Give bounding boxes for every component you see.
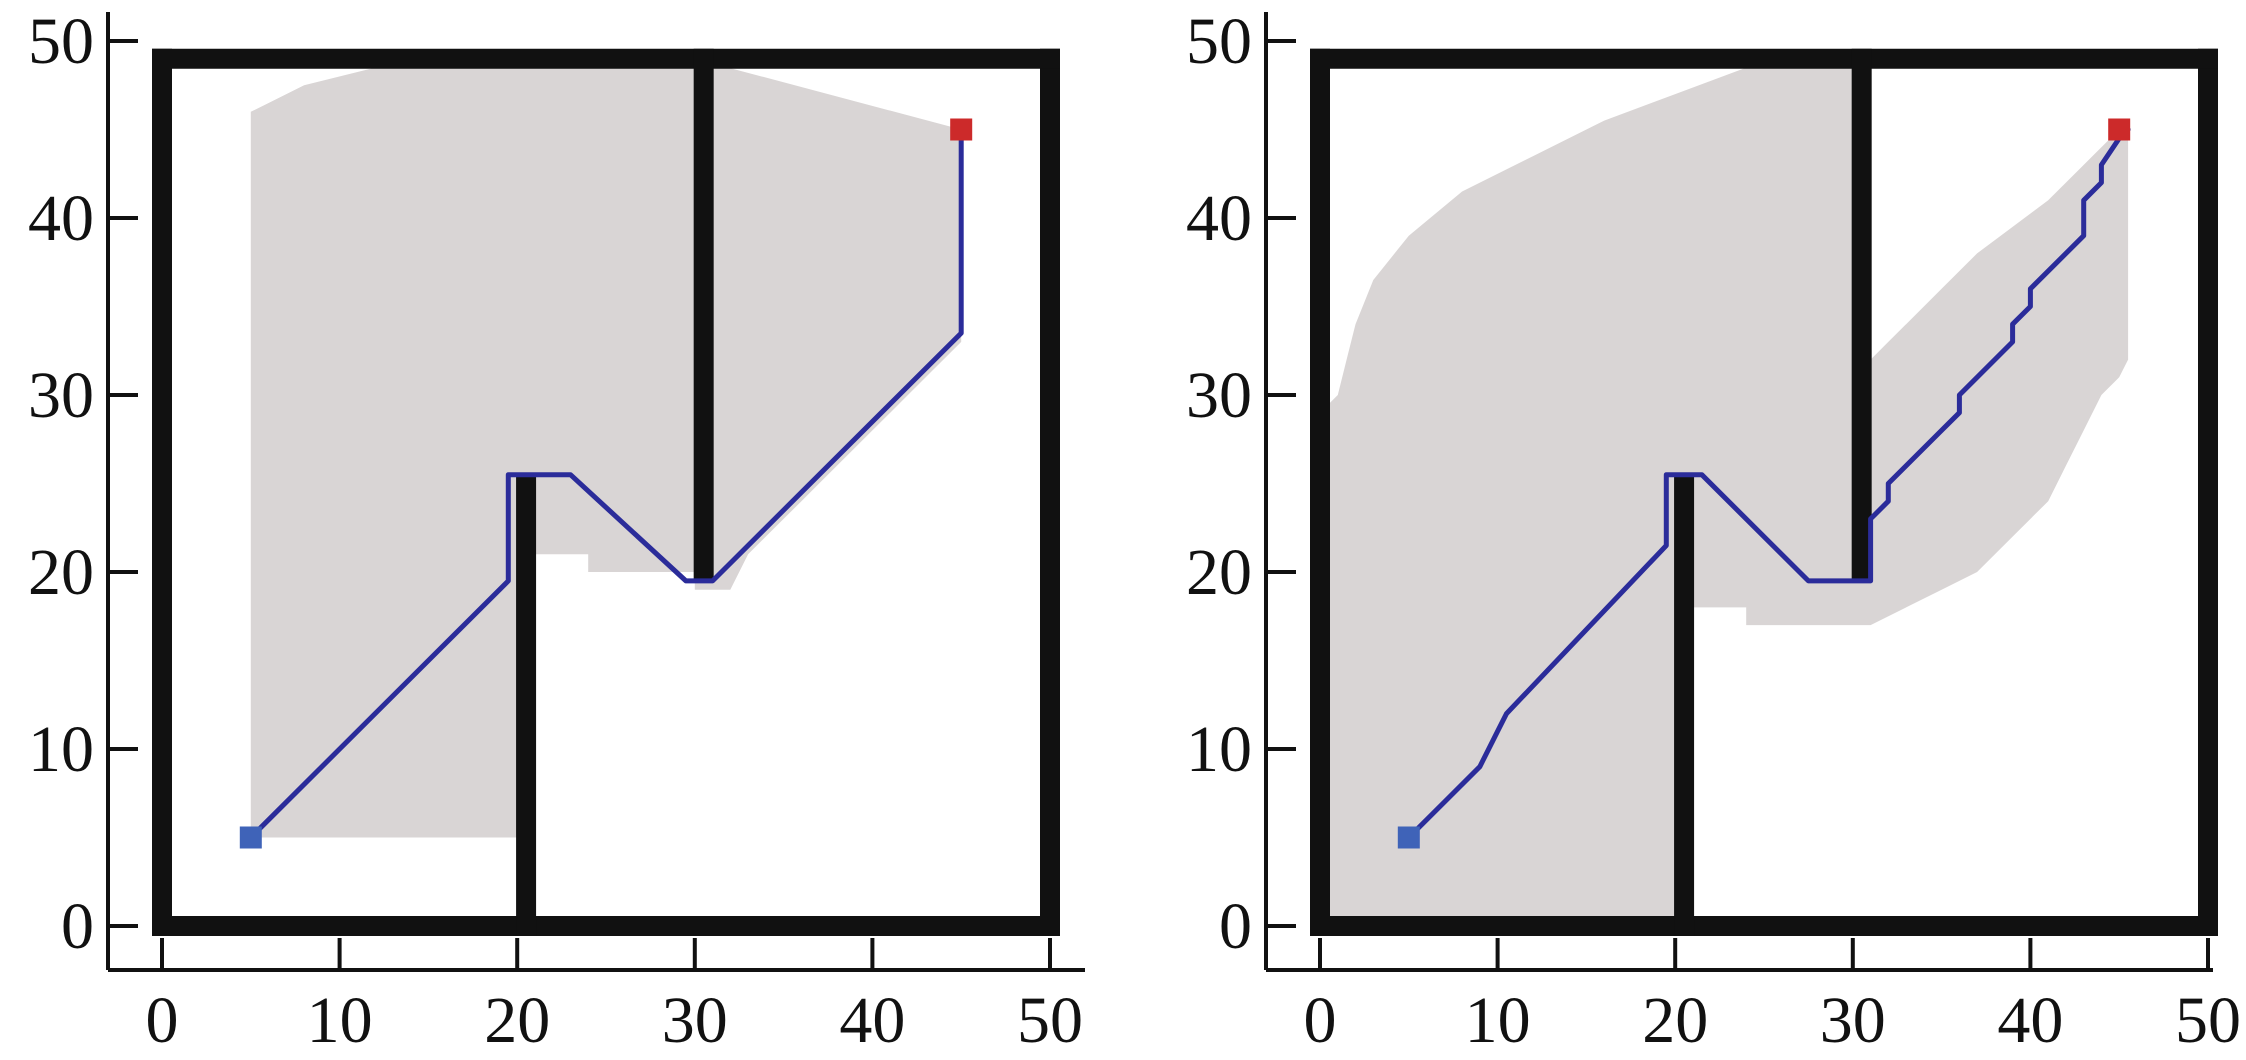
left-panel: 0 10 20 30 40 50 0 10 20 30 40 50 [28, 5, 1085, 1057]
y-tick-label: 0 [61, 890, 94, 963]
y-tick-label: 20 [1186, 536, 1252, 609]
y-tick-label: 10 [28, 713, 94, 786]
explored-region [1320, 58, 2129, 926]
y-tick-label: 30 [28, 359, 94, 432]
y-tick-label: 0 [1219, 890, 1252, 963]
goal-marker [950, 118, 973, 141]
start-marker [239, 826, 262, 849]
x-tick-label: 0 [1304, 984, 1337, 1057]
planned-path [248, 127, 964, 840]
x-tick-label: 20 [484, 984, 550, 1057]
x-tick-label: 50 [1017, 984, 1083, 1057]
y-tick-label: 40 [1186, 182, 1252, 255]
goal-marker [2108, 118, 2131, 141]
x-tick-label: 40 [839, 984, 905, 1057]
planned-path [1406, 127, 2131, 840]
start-marker [1397, 826, 1420, 849]
explored-region [250, 58, 962, 838]
x-tick-label: 20 [1642, 984, 1708, 1057]
x-tick-label: 10 [1465, 984, 1531, 1057]
y-tick-label: 30 [1186, 359, 1252, 432]
y-tick-label: 10 [1186, 713, 1252, 786]
y-tick-label: 40 [28, 182, 94, 255]
x-tick-label: 10 [307, 984, 373, 1057]
x-tick-label: 50 [2175, 984, 2241, 1057]
x-tick-label: 30 [1820, 984, 1886, 1057]
y-tick-label: 50 [1186, 5, 1252, 78]
y-tick-label: 50 [28, 5, 94, 78]
right-panel: 0 10 20 30 40 50 0 10 20 30 40 50 [1186, 5, 2241, 1057]
x-tick-label: 40 [1997, 984, 2063, 1057]
x-tick-label: 30 [662, 984, 728, 1057]
y-tick-label: 20 [28, 536, 94, 609]
x-tick-label: 0 [146, 984, 179, 1057]
